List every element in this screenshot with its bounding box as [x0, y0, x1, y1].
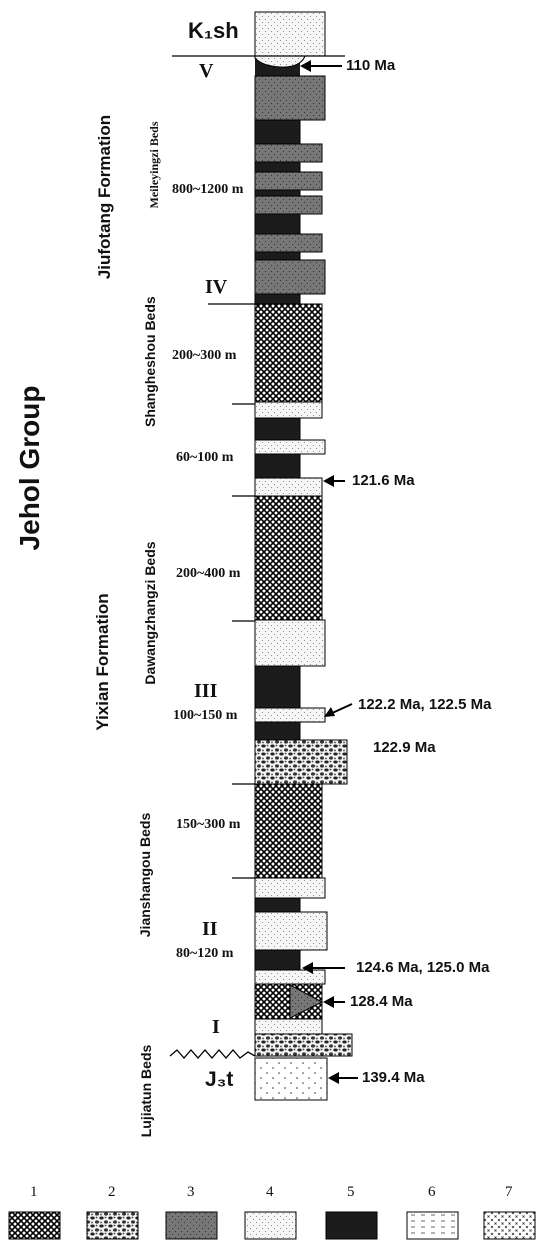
- legend-swatch-5: [325, 1211, 378, 1240]
- group-label: Jehol Group: [14, 385, 45, 551]
- legend-number: 1: [30, 1184, 38, 1200]
- legend-swatches: [8, 1211, 536, 1240]
- sequence-numeral: III: [194, 680, 218, 702]
- thickness-label: 800~1200 m: [172, 182, 244, 197]
- unconformity-line: [169, 1049, 256, 1059]
- beds-label-shangheshou: Shangheshou Beds: [142, 296, 158, 427]
- legend-swatch-4: [244, 1211, 297, 1240]
- thickness-label: 200~400 m: [176, 566, 241, 581]
- sequence-numeral: IV: [205, 276, 228, 298]
- beds-label-lujiatun: Lujiatun Beds: [138, 1044, 154, 1138]
- boundary-lines: [169, 55, 345, 1059]
- age-label: 121.6 Ma: [352, 472, 415, 489]
- legend-swatch-2: [86, 1211, 139, 1240]
- thickness-label: 150~300 m: [176, 817, 241, 832]
- legend-number: 2: [108, 1184, 116, 1200]
- age-label: 122.9 Ma: [373, 739, 436, 756]
- legend-number: 5: [347, 1184, 355, 1200]
- beds-label-dawangzhangzi: Dawangzhangzi Beds: [142, 541, 158, 685]
- age-arrows: [300, 60, 358, 1084]
- sequence-numeral: V: [199, 60, 214, 82]
- legend-swatch-7: [483, 1211, 536, 1240]
- legend-number: 4: [266, 1184, 274, 1200]
- age-label: 122.2 Ma, 122.5 Ma: [358, 696, 492, 713]
- unit-label-k1sh: K₁sh: [188, 18, 239, 43]
- legend-swatch-3: [165, 1211, 218, 1240]
- thickness-label: 60~100 m: [176, 450, 234, 465]
- column-layers: [254, 11, 353, 1101]
- age-label: 139.4 Ma: [362, 1069, 425, 1086]
- formation-label-jiufotang: Jiufotang Formation: [95, 114, 114, 280]
- legend-swatch-1: [8, 1211, 61, 1240]
- sequence-numeral: I: [212, 1016, 220, 1038]
- formation-label-yixian: Yixian Formation: [93, 593, 112, 731]
- sequence-numeral: II: [202, 918, 218, 940]
- legend-number: 6: [428, 1184, 436, 1200]
- legend-number: 3: [187, 1184, 195, 1200]
- thickness-label: 100~150 m: [173, 708, 238, 723]
- thickness-label: 80~120 m: [176, 946, 234, 961]
- beds-label-jianshangou: Jianshangou Beds: [137, 812, 153, 938]
- beds-label-meileyingzi: Meileyingzi Beds: [147, 121, 161, 209]
- thickness-label: 200~300 m: [172, 348, 237, 363]
- unit-label-j3t: J₃t: [205, 1068, 234, 1091]
- age-label: 110 Ma: [346, 57, 396, 74]
- legend-swatch-6: [406, 1211, 459, 1240]
- legend-number: 7: [505, 1184, 513, 1200]
- age-label: 128.4 Ma: [350, 993, 413, 1010]
- age-label: 124.6 Ma, 125.0 Ma: [356, 959, 490, 976]
